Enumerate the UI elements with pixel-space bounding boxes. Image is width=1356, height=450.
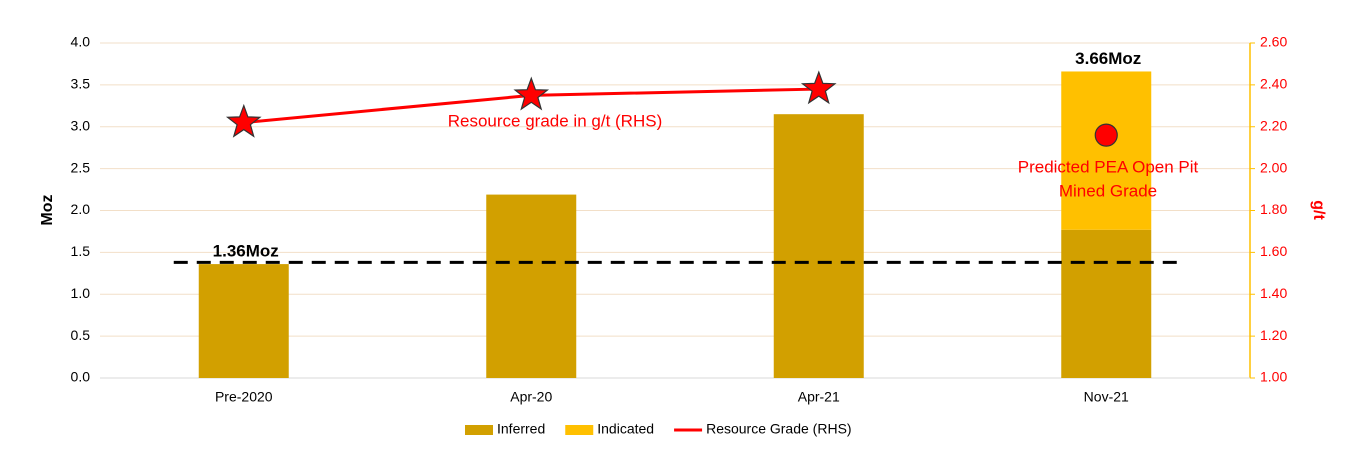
y2-tick-label: 2.20	[1260, 117, 1287, 133]
y-tick-label: 3.0	[71, 117, 91, 133]
bar-segment	[198, 264, 289, 378]
y-tick-label: 0.0	[71, 369, 91, 385]
y2-tick-label: 1.20	[1260, 327, 1287, 343]
legend-label: Inferred	[497, 421, 545, 437]
legend-label: Indicated	[597, 421, 654, 437]
y2-tick-label: 1.80	[1260, 201, 1287, 217]
legend-swatch	[465, 425, 493, 435]
annotation: Predicted PEA Open Pit	[1018, 157, 1199, 176]
star-marker	[225, 103, 262, 138]
legend-label: Resource Grade (RHS)	[706, 421, 852, 437]
x-tick-label: Pre-2020	[215, 389, 273, 405]
bar-segment	[1061, 229, 1152, 378]
total-label: 1.36Moz	[213, 242, 279, 261]
total-label: 3.66Moz	[1075, 49, 1141, 68]
y-tick-label: 3.5	[71, 76, 91, 92]
annotation: Resource grade in g/t (RHS)	[448, 111, 662, 130]
y-axis-label: Moz	[39, 194, 56, 225]
y-tick-label: 1.5	[71, 243, 91, 259]
y-tick-label: 1.0	[71, 285, 91, 301]
bar-segment	[486, 194, 577, 378]
y-tick-label: 2.0	[71, 201, 91, 217]
pea-point	[1094, 123, 1118, 147]
y2-axis-label: g/t	[1310, 200, 1327, 220]
bar-segment	[773, 114, 864, 378]
x-tick-label: Nov-21	[1084, 389, 1129, 405]
legend-swatch	[565, 425, 594, 435]
annotation: Mined Grade	[1059, 181, 1157, 200]
y2-tick-label: 1.60	[1260, 243, 1287, 259]
x-tick-label: Apr-21	[798, 389, 840, 405]
y2-tick-label: 1.40	[1260, 285, 1287, 301]
y2-tick-label: 1.00	[1260, 369, 1287, 385]
y2-tick-label: 2.60	[1260, 34, 1287, 50]
y2-tick-label: 2.00	[1260, 159, 1287, 175]
y-tick-label: 0.5	[71, 327, 91, 343]
x-tick-label: Apr-20	[510, 389, 552, 405]
y-tick-label: 4.0	[71, 34, 91, 50]
y2-tick-label: 2.40	[1260, 76, 1287, 92]
star-marker	[513, 76, 550, 111]
bar-segment	[1061, 71, 1152, 230]
star-marker	[800, 70, 837, 105]
y-tick-label: 2.5	[71, 159, 91, 175]
